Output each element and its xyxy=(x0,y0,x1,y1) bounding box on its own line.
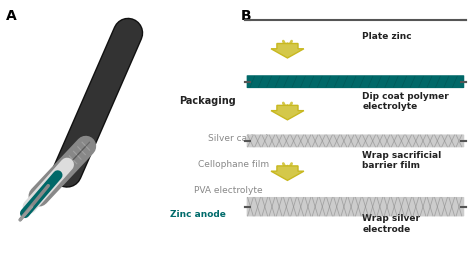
Text: Wrap silver
electrode: Wrap silver electrode xyxy=(363,214,420,234)
Text: Silver cathode: Silver cathode xyxy=(208,134,273,143)
Text: B: B xyxy=(241,9,251,23)
Text: Plate zinc: Plate zinc xyxy=(363,32,412,41)
Text: Packaging: Packaging xyxy=(180,96,237,106)
Text: Zinc anode: Zinc anode xyxy=(170,210,226,219)
FancyBboxPatch shape xyxy=(246,75,464,88)
Text: Wrap sacrificial
barrier film: Wrap sacrificial barrier film xyxy=(363,151,442,170)
Text: Cellophane film: Cellophane film xyxy=(198,160,270,169)
FancyArrow shape xyxy=(271,105,304,120)
FancyArrow shape xyxy=(271,44,304,58)
Text: A: A xyxy=(6,9,17,23)
FancyArrow shape xyxy=(271,166,304,180)
Text: Dip coat polymer
electrolyte: Dip coat polymer electrolyte xyxy=(363,92,449,111)
Text: PVA electrolyte: PVA electrolyte xyxy=(194,186,262,196)
FancyBboxPatch shape xyxy=(246,134,464,147)
FancyBboxPatch shape xyxy=(246,197,464,217)
